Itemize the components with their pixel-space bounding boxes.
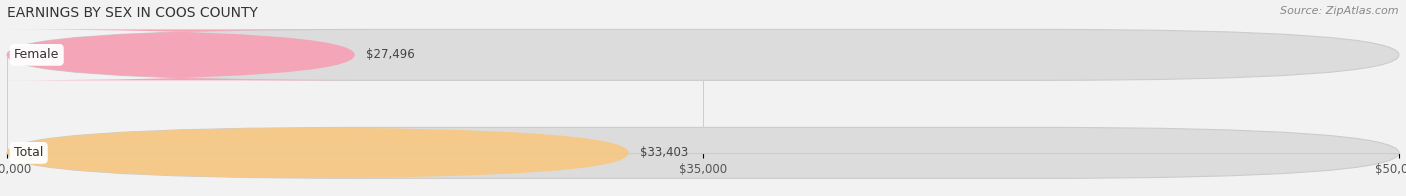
FancyBboxPatch shape <box>7 127 1399 178</box>
Text: Female: Female <box>14 48 59 61</box>
Text: $27,496: $27,496 <box>366 48 415 61</box>
Text: EARNINGS BY SEX IN COOS COUNTY: EARNINGS BY SEX IN COOS COUNTY <box>7 6 257 20</box>
Text: $33,403: $33,403 <box>640 146 689 159</box>
FancyBboxPatch shape <box>7 29 1399 80</box>
FancyBboxPatch shape <box>0 29 368 80</box>
Text: Total: Total <box>14 146 44 159</box>
Text: Source: ZipAtlas.com: Source: ZipAtlas.com <box>1281 6 1399 16</box>
FancyBboxPatch shape <box>7 127 628 178</box>
